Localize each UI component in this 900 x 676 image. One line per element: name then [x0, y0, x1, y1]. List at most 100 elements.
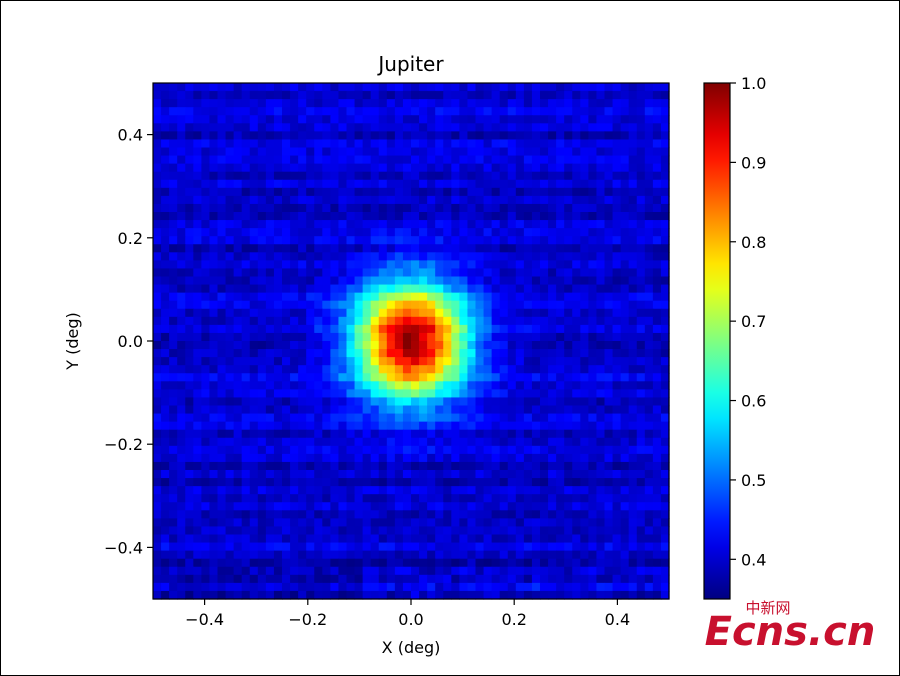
heatmap-cell	[394, 542, 404, 552]
heatmap-cell	[427, 550, 436, 560]
heatmap-cell	[411, 470, 420, 479]
heatmap-cell	[177, 582, 186, 592]
heatmap-cell	[169, 526, 178, 536]
heatmap-cell	[330, 526, 340, 536]
heatmap-cell	[652, 534, 662, 544]
heatmap-cell	[451, 91, 460, 100]
heatmap-cell	[491, 357, 501, 366]
heatmap-cell	[386, 542, 396, 552]
heatmap-cell	[282, 203, 291, 213]
heatmap-cell	[531, 421, 541, 431]
heatmap-cell	[507, 349, 517, 358]
heatmap-cell	[233, 381, 243, 390]
heatmap-cell	[354, 220, 364, 229]
heatmap-cell	[282, 558, 291, 568]
heatmap-cell	[459, 260, 469, 270]
heatmap-cell	[580, 203, 589, 213]
heatmap-cell	[411, 147, 420, 157]
heatmap-cell	[394, 244, 404, 253]
heatmap-cell	[499, 300, 509, 310]
heatmap-cell	[475, 526, 485, 536]
heatmap-cell	[572, 550, 581, 560]
heatmap-cell	[209, 534, 219, 544]
heatmap-cell	[282, 590, 291, 600]
heatmap-cell	[636, 510, 646, 519]
heatmap-cell	[660, 510, 670, 519]
heatmap-cell	[362, 99, 372, 108]
heatmap-cell	[153, 171, 162, 181]
heatmap-cell	[273, 494, 283, 503]
heatmap-cell	[249, 260, 259, 270]
heatmap-cell	[330, 357, 340, 366]
heatmap-cell	[330, 550, 340, 560]
heatmap-cell	[314, 252, 323, 261]
heatmap-cell	[306, 365, 315, 374]
heatmap-cell	[451, 397, 460, 407]
heatmap-cell	[249, 486, 259, 495]
heatmap-cell	[298, 357, 307, 366]
heatmap-cell	[249, 590, 259, 600]
heatmap-cell	[419, 421, 428, 431]
heatmap-cell	[628, 494, 638, 503]
heatmap-cell	[628, 163, 638, 173]
heatmap-cell	[523, 542, 533, 552]
heatmap-cell	[411, 300, 420, 310]
heatmap-cell	[491, 163, 501, 173]
heatmap-cell	[443, 163, 452, 173]
heatmap-cell	[257, 453, 267, 463]
heatmap-cell	[419, 349, 428, 358]
heatmap-cell	[338, 308, 348, 318]
heatmap-cell	[548, 486, 557, 495]
heatmap-cell	[177, 155, 186, 165]
heatmap-cell	[531, 405, 541, 415]
heatmap-cell	[515, 461, 525, 471]
heatmap-cell	[435, 316, 444, 326]
heatmap-cell	[596, 228, 606, 237]
heatmap-cell	[338, 357, 348, 366]
heatmap-cell	[531, 252, 541, 261]
heatmap-cell	[467, 252, 477, 261]
heatmap-cell	[523, 590, 533, 600]
heatmap-cell	[604, 574, 614, 584]
heatmap-cell	[556, 236, 565, 245]
heatmap-cell	[620, 582, 630, 592]
heatmap-cell	[435, 373, 444, 382]
heatmap-cell	[564, 324, 573, 334]
heatmap-cell	[596, 91, 606, 100]
heatmap-cell	[548, 268, 557, 278]
heatmap-cell	[233, 470, 243, 479]
heatmap-cell	[660, 83, 670, 92]
heatmap-cell	[273, 389, 283, 399]
heatmap-cell	[209, 179, 219, 189]
heatmap-cell	[459, 453, 469, 463]
heatmap-cell	[556, 155, 565, 165]
heatmap-cell	[225, 171, 235, 181]
heatmap-cell	[322, 155, 331, 165]
heatmap-cell	[362, 171, 372, 181]
heatmap-cell	[265, 220, 275, 229]
heatmap-cell	[306, 179, 315, 189]
heatmap-cell	[556, 276, 565, 286]
heatmap-cell	[193, 179, 202, 189]
heatmap-cell	[443, 236, 452, 245]
heatmap-cell	[531, 574, 541, 584]
heatmap-cell	[241, 123, 251, 132]
heatmap-cell	[265, 139, 275, 149]
heatmap-cell	[467, 276, 477, 286]
heatmap-cell	[588, 252, 598, 261]
heatmap-cell	[153, 365, 162, 374]
heatmap-cell	[241, 252, 251, 261]
heatmap-cell	[346, 220, 356, 229]
heatmap-cell	[330, 461, 340, 471]
heatmap-cell	[491, 461, 501, 471]
heatmap-cell	[386, 171, 396, 181]
heatmap-cell	[580, 139, 589, 149]
heatmap-cell	[193, 413, 202, 423]
heatmap-cell	[394, 341, 404, 350]
heatmap-cell	[419, 494, 428, 503]
heatmap-cell	[282, 413, 291, 423]
heatmap-cell	[386, 397, 396, 407]
heatmap-cell	[193, 115, 202, 124]
heatmap-cell	[338, 203, 348, 213]
heatmap-cell	[652, 324, 662, 334]
